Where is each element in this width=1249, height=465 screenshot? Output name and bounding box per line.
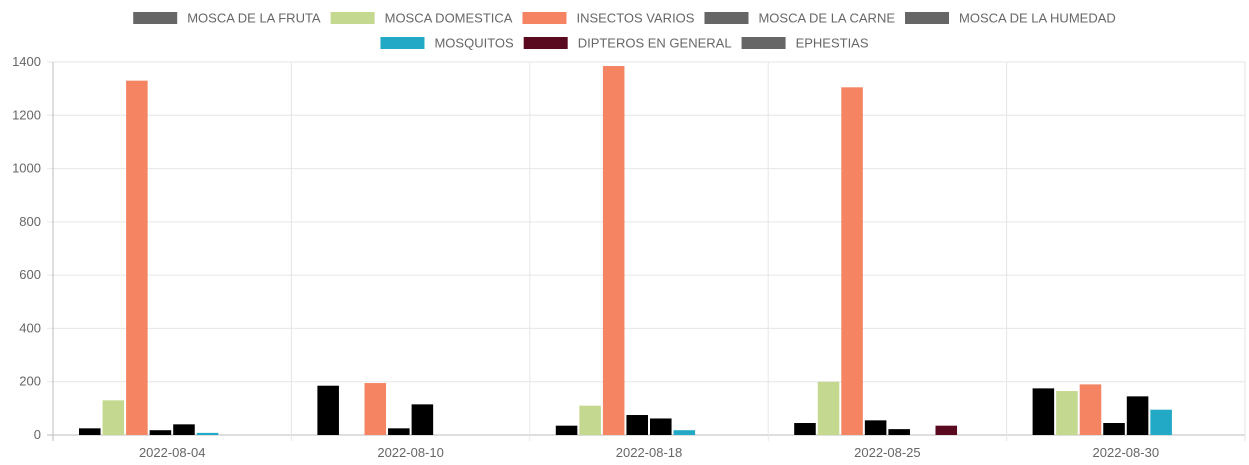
chart-legend: MOSCA DE LA FRUTA MOSCA DOMESTICA INSECTOS… [133,11,1116,51]
legend-item[interactable]: INSECTOS VARIOS [522,11,695,26]
x-tick-label: 2022-08-10 [377,445,444,460]
legend-item[interactable]: MOSQUITOS [380,36,514,51]
legend-item[interactable]: MOSCA DOMESTICA [330,11,513,26]
legend-swatch [380,37,425,49]
bar[interactable] [79,428,101,435]
x-tick-label: 2022-08-30 [1093,445,1160,460]
y-tick-label: 1000 [12,161,41,176]
legend-label: EPHESTIAS [796,36,869,51]
bar[interactable] [794,423,816,435]
y-tick-label: 200 [19,374,41,389]
bar[interactable] [149,430,172,435]
legend-swatch [905,12,950,24]
bar[interactable] [673,430,696,435]
bar[interactable] [1079,384,1102,435]
legend-swatch [704,12,749,24]
legend-item[interactable]: MOSCA DE LA CARNE [704,11,895,26]
y-tick-label: 0 [34,427,41,442]
bar[interactable] [102,400,125,435]
grid-lines [47,61,1246,441]
legend-label: MOSCA DOMESTICA [385,11,513,26]
y-tick-label: 400 [19,320,41,335]
y-tick-label: 1200 [12,107,41,122]
y-tick-label: 600 [19,267,41,282]
bar[interactable] [1056,391,1078,435]
bar[interactable] [935,425,958,435]
bar[interactable] [650,418,672,435]
x-axis: 2022-08-04 2022-08-10 2022-08-18 2022-08-25… [139,445,1159,460]
legend-swatch [133,12,178,24]
bar[interactable] [864,420,887,435]
bar[interactable] [817,381,840,435]
bar[interactable] [888,429,910,435]
legend-label: MOSQUITOS [434,36,514,51]
x-tick-label: 2022-08-25 [854,445,921,460]
legend-item[interactable]: MOSCA DE LA HUMEDAD [905,11,1116,26]
bar[interactable] [411,404,434,435]
bar[interactable] [841,87,863,435]
legend-label: MOSCA DE LA HUMEDAD [959,11,1116,26]
bars [79,65,1172,436]
legend-label: MOSCA DE LA CARNE [758,11,895,26]
bar[interactable] [626,415,648,435]
legend-item[interactable]: EPHESTIAS [741,36,869,51]
x-tick-label: 2022-08-18 [616,445,683,460]
bar[interactable] [364,383,387,435]
legend-swatch [330,12,375,24]
bar[interactable] [1150,409,1172,435]
bar[interactable] [388,428,410,435]
bar[interactable] [1126,396,1149,435]
legend-swatch [741,37,786,49]
bar[interactable] [173,424,195,435]
y-tick-label: 1400 [12,54,41,69]
bar[interactable] [579,405,601,435]
x-tick-label: 2022-08-04 [139,445,206,460]
bar[interactable] [317,385,339,435]
bar[interactable] [555,425,578,435]
legend-swatch [523,37,568,49]
legend-label: MOSCA DE LA FRUTA [187,11,321,26]
bar[interactable] [1032,388,1055,435]
y-axis: 0 200 400 600 800 1000 1200 1400 [12,54,41,442]
bar[interactable] [196,432,219,435]
y-tick-label: 800 [19,214,41,229]
bar[interactable] [1103,423,1125,435]
legend-item[interactable]: MOSCA DE LA FRUTA [133,11,321,26]
legend-item[interactable]: DIPTEROS EN GENERAL [523,36,732,51]
legend-label: DIPTEROS EN GENERAL [578,36,732,51]
bar[interactable] [126,80,148,436]
legend-label: INSECTOS VARIOS [576,11,694,26]
bar[interactable] [602,65,625,435]
legend-swatch [522,12,567,24]
